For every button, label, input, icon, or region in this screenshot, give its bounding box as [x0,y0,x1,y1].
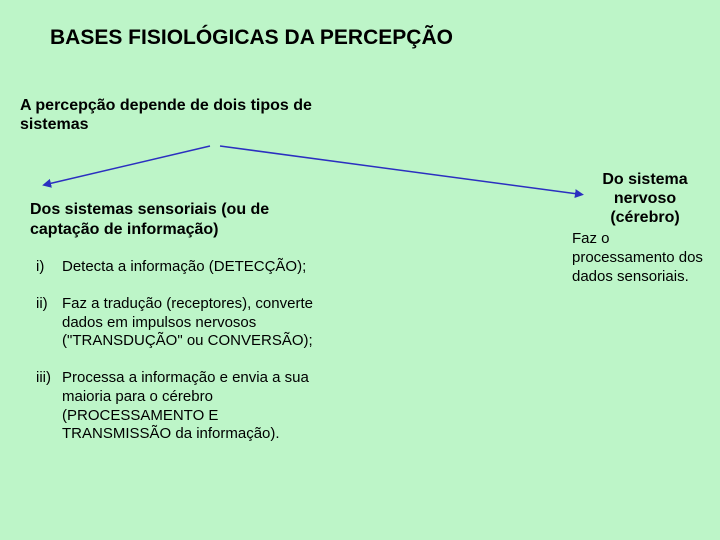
list-text: Detecta a informação (DETECÇÃO); [62,258,306,277]
slide: BASES FISIOLÓGICAS DA PERCEPÇÃO A percep… [0,0,720,540]
list-text: Faz a tradução (receptores), converte da… [62,295,326,351]
list-marker: iii) [36,369,62,444]
arrow-left [48,146,210,184]
list-item: ii) Faz a tradução (receptores), convert… [36,295,326,351]
left-branch-list: i) Detecta a informação (DETECÇÃO); ii) … [36,258,326,462]
left-branch-heading: Dos sistemas sensoriais (ou de captação … [30,200,310,240]
arrow-right [220,146,578,194]
right-branch-heading: Do sistema nervoso (cérebro) [580,170,710,228]
slide-subtitle: A percepção depende de dois tipos de sis… [20,96,340,134]
list-marker: i) [36,258,62,277]
list-item: iii) Processa a informação e envia a sua… [36,369,326,444]
list-item: i) Detecta a informação (DETECÇÃO); [36,258,326,277]
slide-title: BASES FISIOLÓGICAS DA PERCEPÇÃO [50,26,453,50]
right-branch-body: Faz o processamento dos dados sensoriais… [572,230,712,286]
list-text: Processa a informação e envia a sua maio… [62,369,326,444]
list-marker: ii) [36,295,62,351]
